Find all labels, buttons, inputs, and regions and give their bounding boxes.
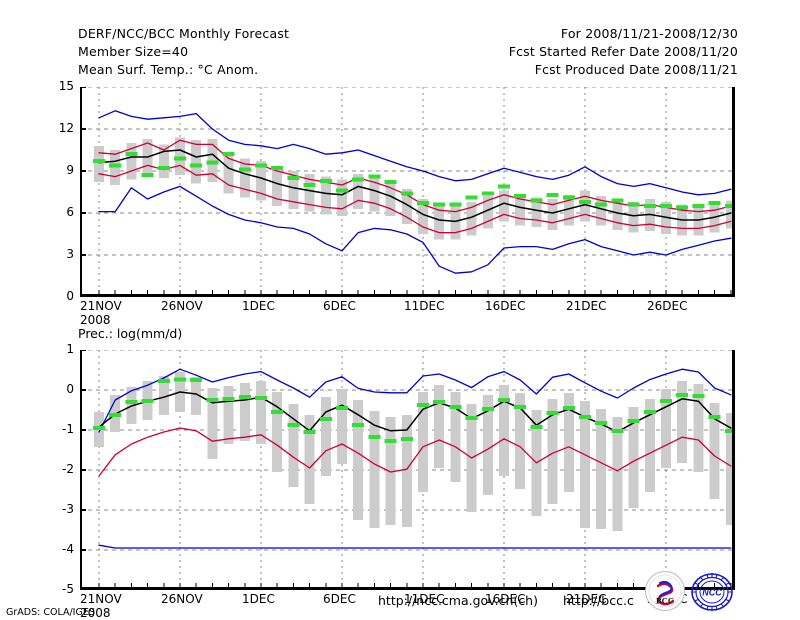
ncc-logo: NCC (689, 570, 735, 618)
chart-header: DERF/NCC/BCC Monthly Forecast Member Siz… (0, 0, 800, 78)
prec-xtick-1: 26NOV (161, 592, 203, 606)
temp-ytick-4: 12 (58, 121, 74, 135)
bcc-website-link[interactable]: http://bcc.c (563, 593, 634, 608)
prec-xtick-3: 6DEC (323, 592, 356, 606)
header-member-size: Member Size=40 (78, 44, 189, 59)
temp-xtick-5: 16DEC (485, 299, 526, 313)
precipitation-plot-canvas (80, 350, 735, 590)
prec-xtick-5: 16DEC (485, 592, 526, 606)
prec-ytick-3: -2 (62, 462, 74, 476)
temp-xtick-6: 21DEC (566, 299, 607, 313)
temp-xtick-1: 26NOV (161, 299, 203, 313)
prec-ytick-4: -1 (62, 422, 74, 436)
precipitation-panel: Prec.: log(mm/d) -5 -4 -3 -2 -1 0 1 21NOV 26NOV 1… (0, 320, 800, 620)
prec-ytick-2: -3 (62, 502, 74, 516)
temp-xtick-0: 21NOV (80, 299, 122, 313)
temp-ytick-1: 3 (66, 247, 74, 261)
precipitation-plot[interactable] (80, 350, 735, 590)
temp-ytick-2: 6 (66, 205, 74, 219)
precipitation-panel-title: Prec.: log(mm/d) (78, 326, 183, 341)
temp-xtick-2: 1DEC (242, 299, 275, 313)
temp-ytick-5: 15 (58, 79, 74, 93)
temperature-panel: 0 3 6 9 12 15 21NOV 26NOV 1DEC 6DEC 11DEC 16DEC 21DE… (0, 78, 800, 327)
prec-ytick-5: 0 (66, 382, 74, 396)
header-variable-label: Mean Surf. Temp.: °C Anom. (78, 62, 259, 77)
temperature-plot-canvas (80, 87, 735, 297)
prec-xtick-2: 1DEC (242, 592, 275, 606)
svg-text:NCC: NCC (702, 588, 722, 598)
temp-xtick-3: 6DEC (323, 299, 356, 313)
prec-xtick-4: 11DEC (404, 592, 445, 606)
prec-xtick-0: 21NOV (80, 592, 122, 606)
header-produced-date: Fcst Produced Date 2008/11/21 (534, 62, 738, 77)
temp-ytick-3: 9 (66, 163, 74, 177)
prec-ytick-6: 1 (66, 342, 74, 356)
temperature-plot[interactable] (80, 87, 735, 297)
header-title: DERF/NCC/BCC Monthly Forecast (78, 26, 290, 41)
temp-ytick-0: 0 (66, 289, 74, 303)
svg-text:BCC: BCC (656, 596, 674, 606)
header-forecast-period: For 2008/11/21-2008/12/30 (560, 26, 738, 41)
chart-footer: http://ncc.cma.gov.cn(ch) http://bcc.c G… (0, 571, 800, 618)
temp-xtick-4: 11DEC (404, 299, 445, 313)
grads-credit: GrADS: COLA/IGES (6, 607, 95, 618)
prec-ytick-0: -5 (62, 582, 74, 596)
header-refer-date: Fcst Started Refer Date 2008/11/20 (508, 44, 738, 59)
prec-xtick-6: 21DEC (566, 592, 607, 606)
ncc-website-link[interactable]: http://ncc.cma.gov.cn(ch) (378, 593, 538, 608)
temp-xtick-7: 26DEC (647, 299, 688, 313)
temp-xtick-year: 2008 (80, 313, 111, 327)
prec-xtick-year: 2008 (80, 606, 111, 620)
prec-ytick-1: -4 (62, 542, 74, 556)
bcc-logo: BCC (644, 570, 686, 616)
